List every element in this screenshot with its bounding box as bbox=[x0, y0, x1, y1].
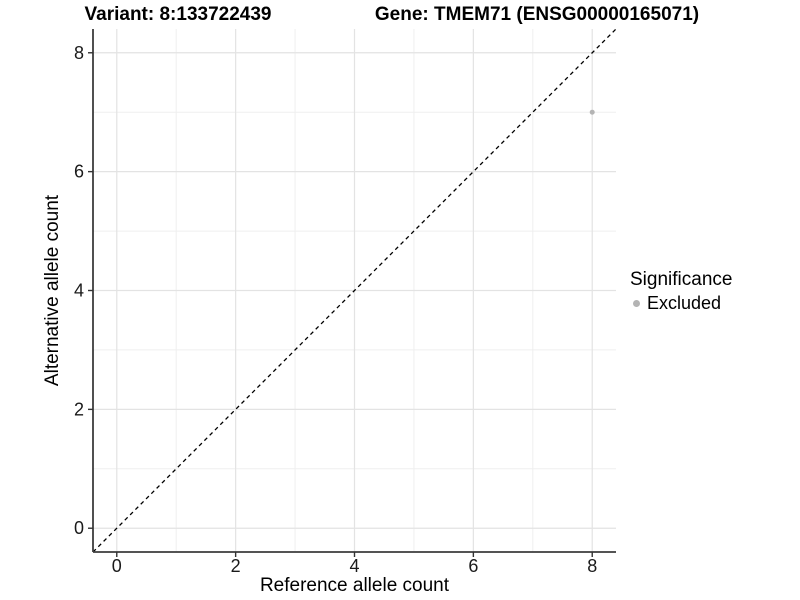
identity-line bbox=[92, 28, 617, 553]
gene-title: Gene: TMEM71 (ENSG00000165071) bbox=[374, 4, 700, 25]
legend-point-icon bbox=[633, 300, 640, 307]
y-tick-label: 0 bbox=[74, 518, 84, 538]
legend: Significance Excluded bbox=[630, 269, 732, 314]
x-tick-label: 2 bbox=[231, 556, 241, 576]
y-tick-label: 4 bbox=[74, 281, 84, 301]
data-point bbox=[589, 109, 595, 115]
legend-item-label: Excluded bbox=[647, 293, 722, 313]
legend-item-excluded: Excluded bbox=[630, 293, 732, 314]
variant-title: Variant: 8:133722439 bbox=[84, 4, 272, 25]
y-tick-label: 2 bbox=[74, 399, 84, 419]
x-tick-label: 6 bbox=[468, 556, 478, 576]
y-axis-title: Alternative allele count bbox=[42, 194, 63, 386]
x-tick-label: 4 bbox=[349, 556, 359, 576]
x-tick-label: 8 bbox=[587, 556, 597, 576]
legend-title: Significance bbox=[630, 269, 733, 290]
x-tick-label: 0 bbox=[112, 556, 122, 576]
y-tick-label: 8 bbox=[74, 43, 84, 63]
y-tick-label: 6 bbox=[74, 162, 84, 182]
x-axis-title: Reference allele count bbox=[260, 575, 450, 596]
